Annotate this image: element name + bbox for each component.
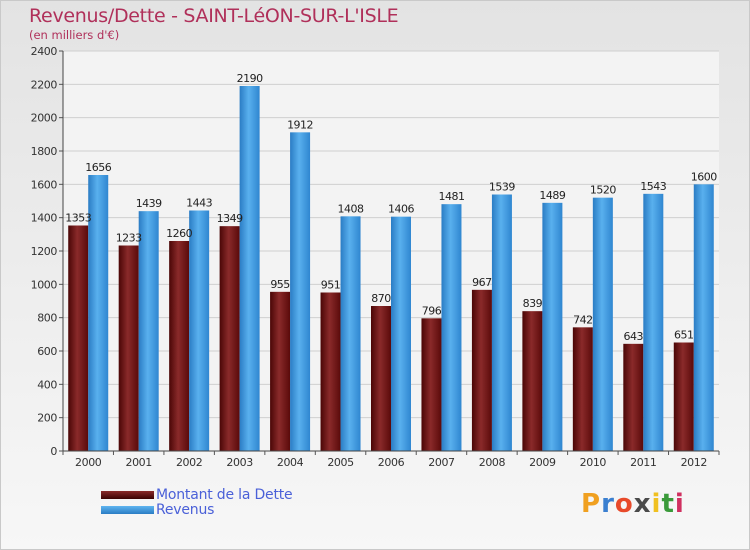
bar-dette (673, 342, 694, 451)
data-label-revenus: 1489 (539, 189, 565, 202)
legend-label-revenus: Revenus (156, 501, 215, 518)
bar-dette (320, 292, 341, 451)
x-tick-label: 2012 (681, 456, 707, 469)
y-tick-label: 600 (37, 345, 57, 358)
x-tick-label: 2003 (226, 456, 253, 469)
data-label-dette: 742 (573, 313, 593, 326)
y-tick-label: 1000 (31, 278, 58, 291)
legend-swatch-dette (101, 490, 154, 499)
x-tick-label: 2007 (428, 456, 455, 469)
x-tick-label: 2009 (529, 456, 556, 469)
data-label-dette: 651 (674, 329, 694, 342)
bar-revenus (189, 210, 210, 451)
y-tick-label: 400 (37, 378, 57, 391)
y-tick-label: 2400 (31, 45, 58, 58)
chart-subtitle: (en milliers d'€) (29, 28, 120, 42)
y-tick-label: 1800 (31, 145, 58, 158)
logo-letter: o (614, 489, 634, 519)
data-label-dette: 967 (472, 276, 492, 289)
data-label-revenus: 1600 (691, 170, 717, 183)
x-tick-label: 2001 (125, 456, 151, 469)
y-tick-label: 2200 (31, 78, 58, 91)
bar-dette (68, 225, 89, 451)
legend-item-dette: Montant de la Dette (101, 486, 293, 503)
bar-dette (522, 311, 543, 451)
bar-revenus (239, 86, 260, 451)
data-label-revenus: 1520 (590, 184, 616, 197)
logo-letter: i (651, 489, 662, 519)
bar-revenus (290, 132, 311, 452)
data-label-dette: 1233 (116, 232, 142, 245)
legend-label-dette: Montant de la Dette (156, 486, 293, 503)
bar-revenus (542, 202, 563, 451)
data-label-revenus: 1481 (438, 190, 464, 203)
data-label-revenus: 2190 (237, 72, 263, 85)
y-tick-label: 200 (37, 412, 57, 425)
logo-letter: i (674, 489, 685, 519)
data-label-dette: 951 (321, 279, 341, 292)
bar-dette (572, 327, 593, 451)
bar-dette (270, 291, 291, 451)
data-label-revenus: 1543 (640, 180, 666, 193)
data-label-revenus: 1406 (388, 203, 414, 216)
y-tick-label: 800 (37, 312, 57, 325)
bar-dette (118, 245, 139, 451)
bar-revenus (88, 175, 109, 451)
y-tick-label: 1400 (31, 212, 58, 225)
bar-dette (623, 343, 644, 451)
bar-dette (219, 226, 240, 451)
logo-letter: r (601, 489, 615, 519)
chart-legend: Montant de la Dette Revenus (101, 486, 293, 518)
bar-revenus (391, 216, 411, 451)
data-label-revenus: 1439 (136, 197, 162, 210)
x-tick-label: 2005 (327, 456, 354, 469)
data-label-revenus: 1443 (186, 197, 212, 210)
x-tick-label: 2010 (580, 456, 607, 469)
data-label-dette: 955 (270, 278, 290, 291)
bar-revenus (138, 211, 159, 451)
x-tick-label: 2000 (75, 456, 102, 469)
bar-revenus (340, 216, 361, 451)
data-label-dette: 796 (422, 304, 442, 317)
y-tick-label: 1200 (31, 245, 58, 258)
legend-swatch-revenus (101, 505, 154, 514)
bar-dette (169, 241, 190, 451)
logo-letter: t (661, 489, 675, 519)
proxiti-logo: Proxiti (581, 489, 685, 519)
y-tick-label: 0 (50, 445, 57, 458)
x-tick-label: 2004 (277, 456, 304, 469)
bar-revenus (693, 184, 714, 452)
bar-dette (371, 306, 391, 451)
data-label-dette: 1349 (217, 212, 243, 225)
data-label-dette: 1260 (166, 227, 192, 240)
x-tick-label: 2002 (176, 456, 202, 469)
data-label-dette: 643 (624, 330, 644, 343)
data-label-revenus: 1539 (489, 181, 515, 194)
chart-title: Revenus/Dette - SAINT-LéON-SUR-L'ISLE (29, 5, 399, 27)
bar-revenus (441, 204, 462, 451)
data-label-dette: 1353 (65, 212, 91, 225)
data-label-dette: 839 (523, 297, 543, 310)
y-tick-label: 2000 (31, 112, 58, 125)
bar-revenus (592, 197, 613, 451)
y-tick-label: 1600 (31, 178, 58, 191)
logo-letter: P (581, 489, 602, 519)
x-tick-label: 2011 (630, 456, 656, 469)
x-tick-label: 2008 (479, 456, 506, 469)
data-label-revenus: 1408 (338, 202, 364, 215)
data-label-revenus: 1912 (287, 118, 313, 131)
bar-revenus (491, 194, 512, 451)
bar-dette (471, 289, 492, 451)
x-tick-label: 2006 (378, 456, 405, 469)
data-label-dette: 870 (371, 292, 391, 305)
bar-revenus (643, 193, 664, 452)
bar-dette (421, 318, 442, 451)
legend-item-revenus: Revenus (101, 501, 292, 518)
data-label-revenus: 1656 (85, 161, 111, 174)
logo-letter: x (633, 489, 652, 519)
